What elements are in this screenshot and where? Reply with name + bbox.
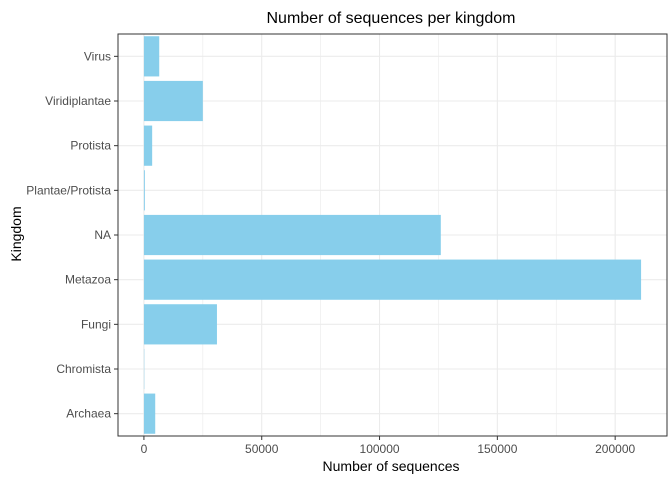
bar-protista xyxy=(144,126,152,166)
y-tick-label: Plantae/Protista xyxy=(26,183,111,197)
y-axis-label: Kingdom xyxy=(8,206,24,261)
bar-plantae-protista xyxy=(144,170,145,210)
x-tick-label: 100000 xyxy=(360,442,400,456)
y-tick-label: Viridiplantae xyxy=(45,94,111,108)
bar-fungi xyxy=(144,304,217,344)
y-tick-label: Metazoa xyxy=(65,273,111,287)
bar-metazoa xyxy=(144,260,641,300)
y-tick-label: Protista xyxy=(70,139,111,153)
x-tick-label: 200000 xyxy=(595,442,635,456)
bar-virus xyxy=(144,36,159,76)
x-axis-label: Number of sequences xyxy=(323,458,460,474)
x-tick-label: 150000 xyxy=(477,442,517,456)
bar-archaea xyxy=(144,394,155,434)
y-tick-label: Fungi xyxy=(81,317,111,331)
bar-viridiplantae xyxy=(144,81,203,121)
x-tick-label: 50000 xyxy=(245,442,279,456)
bar-na xyxy=(144,215,441,255)
x-tick-label: 0 xyxy=(141,442,148,456)
y-tick-label: Archaea xyxy=(66,407,111,421)
y-tick-label: Virus xyxy=(84,49,111,63)
chart-title: Number of sequences per kingdom xyxy=(266,10,515,27)
y-tick-label: NA xyxy=(94,228,111,242)
y-tick-label: Chromista xyxy=(56,362,111,376)
